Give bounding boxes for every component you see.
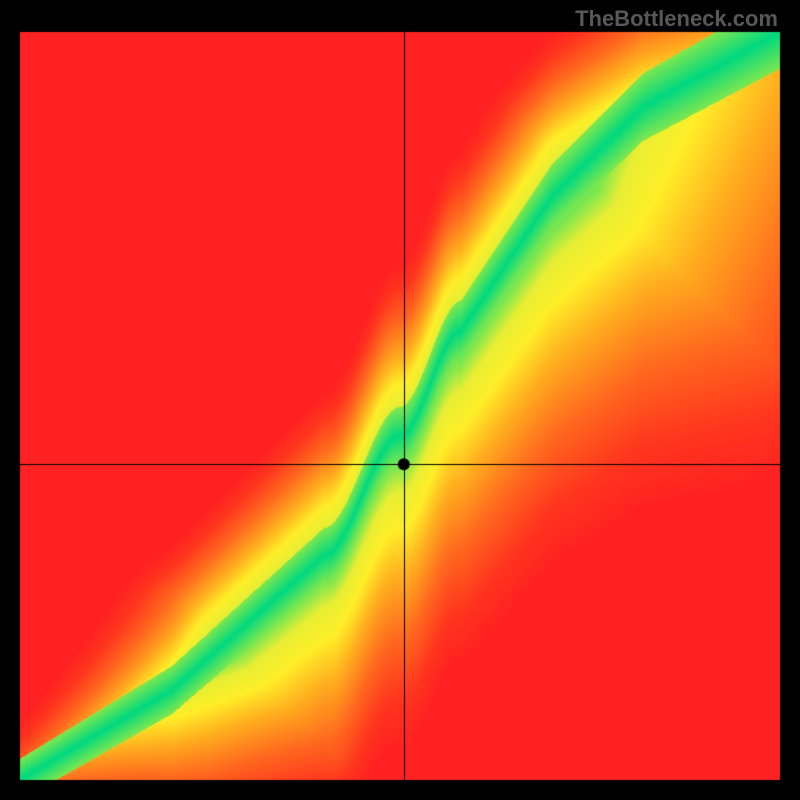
watermark-label: TheBottleneck.com: [575, 6, 778, 32]
heatmap-canvas: [0, 0, 800, 800]
plot-container: TheBottleneck.com: [0, 0, 800, 800]
